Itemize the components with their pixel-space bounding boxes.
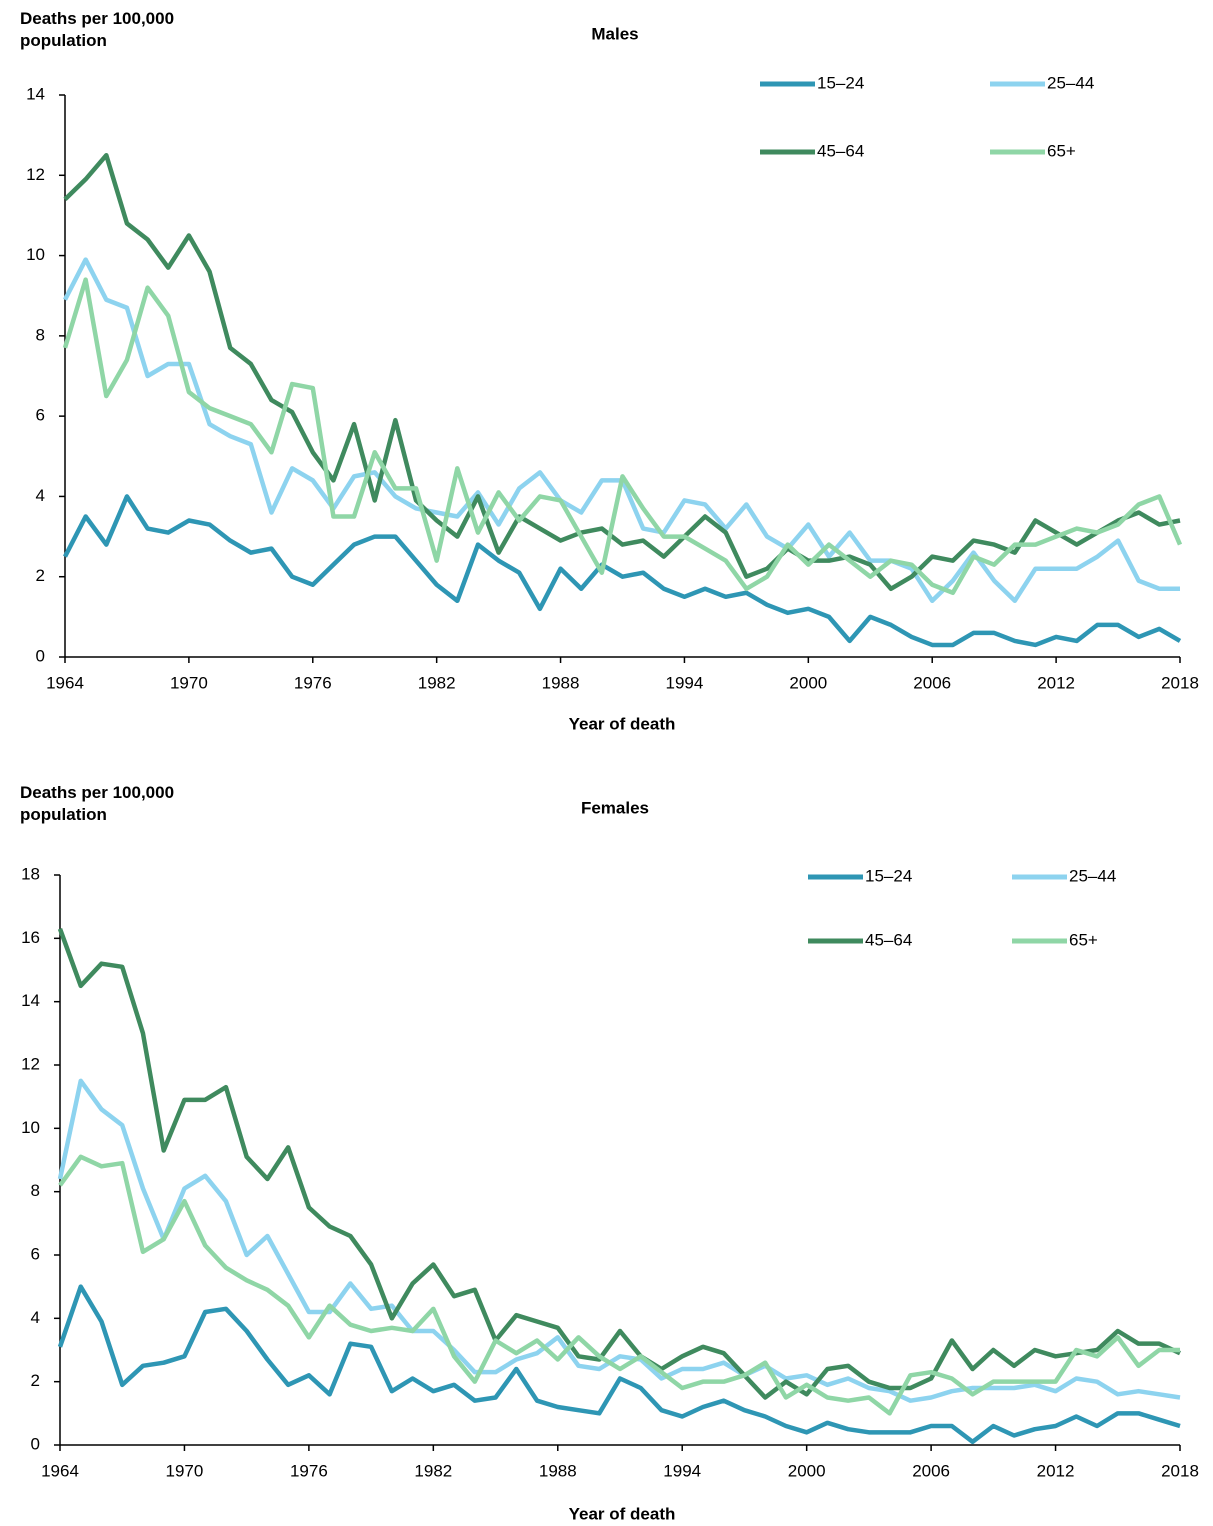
x-tick-label: 1988 <box>542 673 580 692</box>
x-tick-label: 1994 <box>663 1461 701 1480</box>
x-tick-label: 1970 <box>166 1461 204 1480</box>
y-tick-label: 6 <box>31 1244 40 1263</box>
series-line <box>63 152 1181 592</box>
y-tick-label: 6 <box>36 406 45 425</box>
legend-label: 45–64 <box>817 141 864 160</box>
y-tick-label: 0 <box>36 646 45 665</box>
x-tick-label: 1982 <box>418 673 456 692</box>
x-axis-label: Year of death <box>569 714 676 733</box>
x-tick-label: 2018 <box>1161 1461 1199 1480</box>
y-tick-label: 18 <box>21 864 40 883</box>
chart-title: Females <box>581 798 649 817</box>
x-tick-label: 1988 <box>539 1461 577 1480</box>
x-tick-label: 2012 <box>1037 673 1075 692</box>
x-tick-label: 2018 <box>1161 673 1199 692</box>
y-tick-label: 0 <box>31 1434 40 1453</box>
legend-label: 65+ <box>1069 930 1098 949</box>
y-tick-label: 12 <box>21 1054 40 1073</box>
legend-label: 15–24 <box>817 73 864 92</box>
y-axis-label: Deaths per 100,000 population <box>20 783 175 824</box>
x-tick-label: 1994 <box>666 673 704 692</box>
legend-label: 25–44 <box>1047 73 1094 92</box>
x-tick-label: 2012 <box>1037 1461 1075 1480</box>
x-tick-label: 2006 <box>912 1461 950 1480</box>
legend-label: 65+ <box>1047 141 1076 160</box>
x-tick-label: 1976 <box>290 1461 328 1480</box>
y-tick-label: 14 <box>26 84 45 103</box>
series-line <box>57 1284 1181 1445</box>
y-tick-label: 4 <box>36 486 45 505</box>
y-tick-label: 2 <box>36 566 45 585</box>
series-line <box>58 1154 1180 1416</box>
y-tick-label: 12 <box>26 165 45 184</box>
x-tick-label: 1964 <box>41 1461 79 1480</box>
y-tick-label: 16 <box>21 928 40 947</box>
x-tick-label: 2000 <box>789 673 827 692</box>
legend-label: 15–24 <box>865 866 912 885</box>
series-line <box>62 494 1182 648</box>
series-line <box>57 928 1181 1400</box>
series-line <box>57 1078 1181 1403</box>
x-tick-label: 2006 <box>913 673 951 692</box>
x-tick-label: 1982 <box>414 1461 452 1480</box>
series-line <box>62 277 1183 596</box>
x-axis-label: Year of death <box>569 1504 676 1523</box>
y-tick-label: 8 <box>31 1181 40 1200</box>
x-tick-label: 1970 <box>170 673 208 692</box>
legend-label: 45–64 <box>865 930 912 949</box>
legend-label: 25–44 <box>1069 866 1116 885</box>
y-tick-label: 10 <box>26 245 45 264</box>
y-tick-label: 4 <box>31 1308 40 1327</box>
x-tick-label: 2000 <box>788 1461 826 1480</box>
y-tick-label: 14 <box>21 991 40 1010</box>
chart-title: Males <box>591 24 638 43</box>
y-tick-label: 2 <box>31 1371 40 1390</box>
x-tick-label: 1976 <box>294 673 332 692</box>
y-axis-label: Deaths per 100,000 population <box>20 9 175 50</box>
y-tick-label: 8 <box>36 325 45 344</box>
x-tick-label: 1964 <box>46 673 84 692</box>
y-tick-label: 10 <box>21 1118 40 1137</box>
